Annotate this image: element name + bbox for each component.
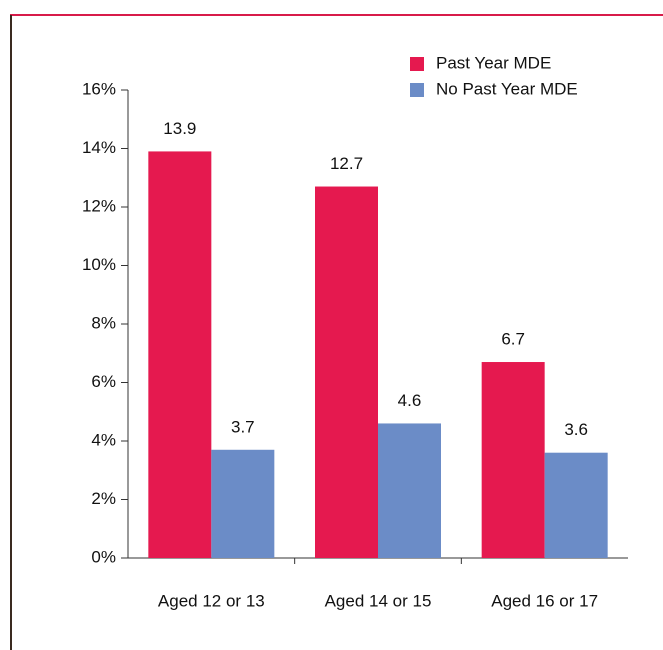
y-tick-label: 14% xyxy=(82,138,116,157)
x-tick-label: Aged 16 or 17 xyxy=(491,591,598,610)
data-label: 13.9 xyxy=(163,119,196,138)
legend-label: No Past Year MDE xyxy=(436,79,578,98)
legend-swatch xyxy=(410,57,424,71)
bar xyxy=(544,452,608,558)
y-tick-label: 2% xyxy=(91,489,116,508)
data-label: 3.6 xyxy=(564,420,588,439)
legend-label: Past Year MDE xyxy=(436,53,551,72)
data-label: 12.7 xyxy=(330,154,363,173)
y-tick-label: 10% xyxy=(82,255,116,274)
y-tick-label: 0% xyxy=(91,547,116,566)
bar xyxy=(378,423,441,558)
bar xyxy=(481,362,545,558)
data-label: 6.7 xyxy=(501,330,525,349)
x-tick-label: Aged 14 or 15 xyxy=(325,591,432,610)
y-tick-label: 12% xyxy=(82,196,116,215)
legend-swatch xyxy=(410,83,424,97)
y-tick-label: 8% xyxy=(91,313,116,332)
y-tick-label: 4% xyxy=(91,430,116,449)
y-tick-label: 16% xyxy=(82,79,116,98)
bar xyxy=(211,449,275,558)
y-tick-label: 6% xyxy=(91,372,116,391)
data-label: 4.6 xyxy=(398,391,422,410)
bar xyxy=(315,186,378,558)
x-tick-label: Aged 12 or 13 xyxy=(158,591,265,610)
bar xyxy=(148,151,212,559)
data-label: 3.7 xyxy=(231,417,255,436)
